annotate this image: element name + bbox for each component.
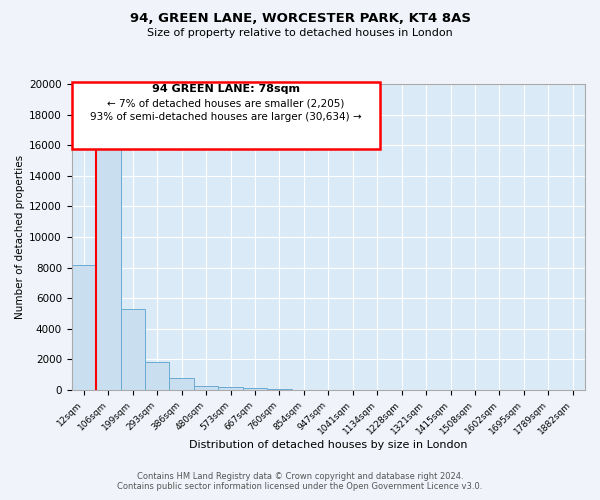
Text: Contains HM Land Registry data © Crown copyright and database right 2024.: Contains HM Land Registry data © Crown c… — [137, 472, 463, 481]
Text: ← 7% of detached houses are smaller (2,205): ← 7% of detached houses are smaller (2,2… — [107, 98, 344, 108]
Text: 94, GREEN LANE, WORCESTER PARK, KT4 8AS: 94, GREEN LANE, WORCESTER PARK, KT4 8AS — [130, 12, 470, 26]
Text: Size of property relative to detached houses in London: Size of property relative to detached ho… — [147, 28, 453, 38]
Bar — [194, 386, 218, 390]
Bar — [267, 389, 292, 390]
Bar — [218, 388, 243, 390]
Bar — [145, 362, 169, 390]
Bar — [243, 388, 267, 390]
Y-axis label: Number of detached properties: Number of detached properties — [15, 155, 25, 319]
Text: 93% of semi-detached houses are larger (30,634) →: 93% of semi-detached houses are larger (… — [90, 112, 361, 122]
X-axis label: Distribution of detached houses by size in London: Distribution of detached houses by size … — [189, 440, 467, 450]
Text: Contains public sector information licensed under the Open Government Licence v3: Contains public sector information licen… — [118, 482, 482, 491]
Bar — [169, 378, 194, 390]
Bar — [121, 309, 145, 390]
Bar — [71, 264, 96, 390]
Bar — [96, 136, 121, 390]
Text: 94 GREEN LANE: 78sqm: 94 GREEN LANE: 78sqm — [152, 84, 299, 94]
